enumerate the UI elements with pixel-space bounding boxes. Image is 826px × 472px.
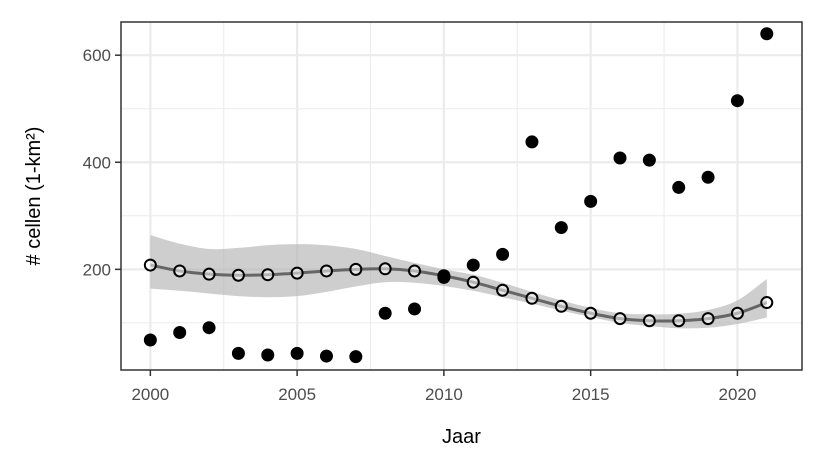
x-tick-label: 2010 <box>425 385 463 404</box>
observed-point <box>525 135 539 149</box>
observed-point <box>143 333 157 347</box>
x-tick-label: 2015 <box>572 385 610 404</box>
observed-point <box>261 348 275 362</box>
observed-point <box>408 302 422 316</box>
fitted-point <box>173 264 187 278</box>
fitted-point <box>760 296 774 310</box>
fitted-point <box>584 306 598 320</box>
fitted-point <box>202 267 216 281</box>
observed-point <box>466 258 480 272</box>
fitted-point <box>349 262 363 276</box>
axes: 2000 2005 2010 2015 2020 200 400 600 <box>83 46 757 404</box>
observed-point <box>672 180 686 194</box>
fitted-point <box>554 299 568 313</box>
fitted-point <box>466 275 480 289</box>
fitted-point <box>143 258 157 272</box>
fitted-point <box>496 283 510 297</box>
confidence-ribbon <box>150 235 767 329</box>
fit-line-layer <box>150 263 768 323</box>
observed-point <box>642 153 656 167</box>
data-points <box>143 27 774 364</box>
x-tick-label: 2020 <box>719 385 757 404</box>
grid <box>121 22 802 370</box>
fitted-point <box>378 262 392 276</box>
observed-point <box>319 349 333 363</box>
observed-point <box>701 170 715 184</box>
fitted-point <box>701 312 715 326</box>
fitted-point <box>613 312 627 326</box>
fitted-point <box>730 306 744 320</box>
observed-point <box>290 346 304 360</box>
observed-point <box>202 321 216 335</box>
x-tick-label: 2005 <box>278 385 316 404</box>
fitted-point <box>642 314 656 328</box>
y-tick-label: 600 <box>83 46 111 65</box>
observed-point <box>349 350 363 364</box>
y-tick-label: 200 <box>83 260 111 279</box>
observed-point <box>231 346 245 360</box>
confidence-band <box>150 235 767 329</box>
fit-line <box>150 263 768 323</box>
observed-point <box>378 306 392 320</box>
observed-point <box>173 326 187 340</box>
observed-point <box>496 247 510 261</box>
fitted-point <box>319 264 333 278</box>
observed-point <box>437 270 451 284</box>
y-axis-title: # cellen (1-km²) <box>23 127 45 266</box>
observed-point <box>760 27 774 41</box>
fitted-point <box>525 291 539 305</box>
observed-point <box>554 221 568 235</box>
observed-point <box>584 194 598 208</box>
observed-point <box>613 151 627 165</box>
fitted-point <box>261 268 275 282</box>
fitted-point <box>408 264 422 278</box>
y-tick-label: 400 <box>83 153 111 172</box>
panel-border <box>120 21 803 371</box>
fitted-point <box>672 314 686 328</box>
x-axis-title: Jaar <box>442 426 481 448</box>
fitted-point <box>231 268 245 282</box>
fitted-point <box>290 266 304 280</box>
observed-point <box>730 94 744 108</box>
x-tick-label: 2000 <box>131 385 169 404</box>
